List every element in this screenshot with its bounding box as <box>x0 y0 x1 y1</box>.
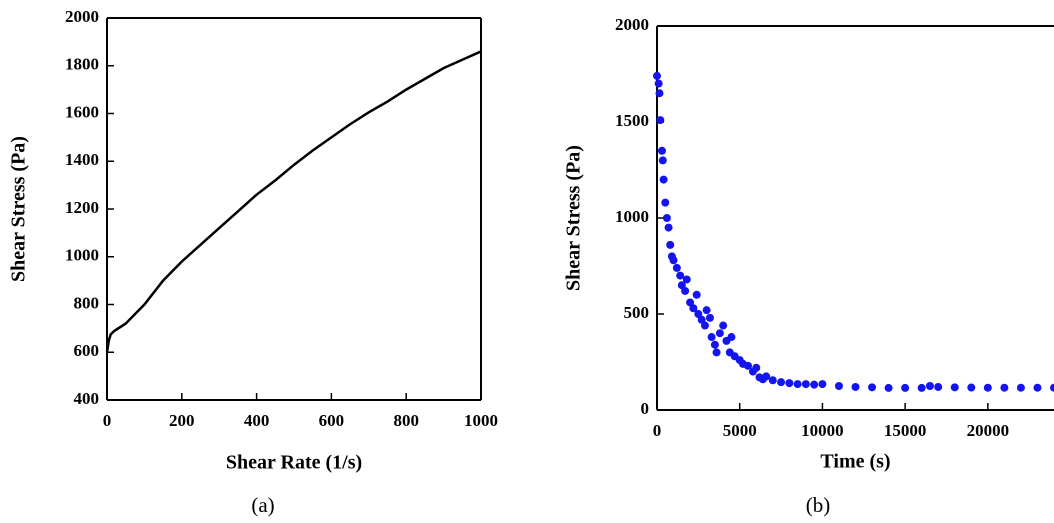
data-point <box>702 306 711 315</box>
data-point <box>700 321 709 330</box>
data-point <box>681 286 690 295</box>
data-point <box>818 380 827 389</box>
x-tick-label: 0 <box>653 421 662 440</box>
y-tick-label: 0 <box>641 399 650 418</box>
x-tick-label: 800 <box>393 411 419 430</box>
y-tick-label: 400 <box>74 389 100 408</box>
data-point <box>768 376 777 385</box>
data-point <box>925 382 934 390</box>
x-tick-label: 400 <box>244 411 270 430</box>
data-point <box>934 382 943 391</box>
data-point <box>657 146 666 155</box>
y-tick-label: 1000 <box>615 207 649 226</box>
data-point <box>752 363 761 372</box>
data-point <box>662 214 671 222</box>
x-tick-label: 15000 <box>884 421 927 440</box>
x-tick-label: 600 <box>319 411 345 430</box>
data-point <box>917 383 926 392</box>
data-point <box>658 156 667 165</box>
data-point <box>727 333 736 342</box>
data-point <box>810 380 819 389</box>
data-point <box>834 382 843 390</box>
data-point <box>672 263 681 272</box>
data-point <box>983 383 992 392</box>
data-point <box>1016 383 1025 392</box>
data-line <box>105 50 482 353</box>
x-tick-label: 5000 <box>723 421 757 440</box>
data-point <box>719 321 728 330</box>
data-point <box>851 382 860 391</box>
data-point <box>676 271 685 280</box>
y-tick-label: 1400 <box>65 150 99 169</box>
data-point <box>762 372 771 381</box>
data-point <box>689 304 698 313</box>
data-point <box>661 198 670 207</box>
y-axis-title: Shear Stress (Pa) <box>563 145 585 291</box>
data-point <box>664 223 673 232</box>
data-point <box>656 116 665 125</box>
data-point <box>655 89 664 98</box>
x-tick-label: 0 <box>103 411 112 430</box>
data-point <box>692 290 701 299</box>
x-axis-title: Shear Rate (1/s) <box>226 452 362 474</box>
data-point <box>884 383 893 392</box>
y-tick-label: 1800 <box>65 55 99 74</box>
x-tick-label: 1000 <box>464 411 498 430</box>
y-tick-label: 2000 <box>65 7 99 26</box>
data-point <box>777 378 786 387</box>
y-tick-label: 1200 <box>65 198 99 217</box>
y-tick-label: 600 <box>74 341 100 360</box>
y-tick-label: 500 <box>624 303 650 322</box>
data-point <box>868 383 877 392</box>
caption: (b) <box>806 493 831 517</box>
data-point <box>654 79 663 88</box>
panel: 400 600 800 1000 1200 1400 1600 1800 2000 0 200 400… <box>8 7 498 517</box>
data-point <box>1000 383 1009 392</box>
data-point <box>967 383 976 392</box>
data-point <box>1050 383 1054 392</box>
data-point <box>666 240 675 249</box>
data-point <box>705 313 714 322</box>
data-point <box>707 333 716 342</box>
data-point <box>715 329 724 338</box>
y-tick-label: 2000 <box>615 15 649 34</box>
y-tick-label: 800 <box>74 293 100 312</box>
y-axis-title: Shear Stress (Pa) <box>8 136 30 282</box>
x-axis-title: Time (s) <box>820 451 890 473</box>
x-tick-label: 10000 <box>801 421 844 440</box>
caption: (a) <box>251 493 274 517</box>
data-point <box>1033 383 1042 392</box>
data-point <box>682 275 691 284</box>
data-point <box>710 340 719 349</box>
x-tick-label: 200 <box>169 411 195 430</box>
data-point <box>743 361 752 370</box>
y-tick-label: 1600 <box>65 102 99 121</box>
data-point <box>659 175 668 184</box>
data-point <box>653 71 661 80</box>
data-point <box>901 383 910 392</box>
data-point <box>669 256 678 265</box>
data-point <box>793 380 802 389</box>
x-tick-label: 20000 <box>967 421 1010 440</box>
data-point <box>712 348 721 357</box>
data-point <box>950 383 959 392</box>
y-tick-label: 1500 <box>615 111 649 130</box>
data-point <box>801 380 810 389</box>
data-point <box>785 379 794 388</box>
y-tick-label: 1000 <box>65 246 99 265</box>
